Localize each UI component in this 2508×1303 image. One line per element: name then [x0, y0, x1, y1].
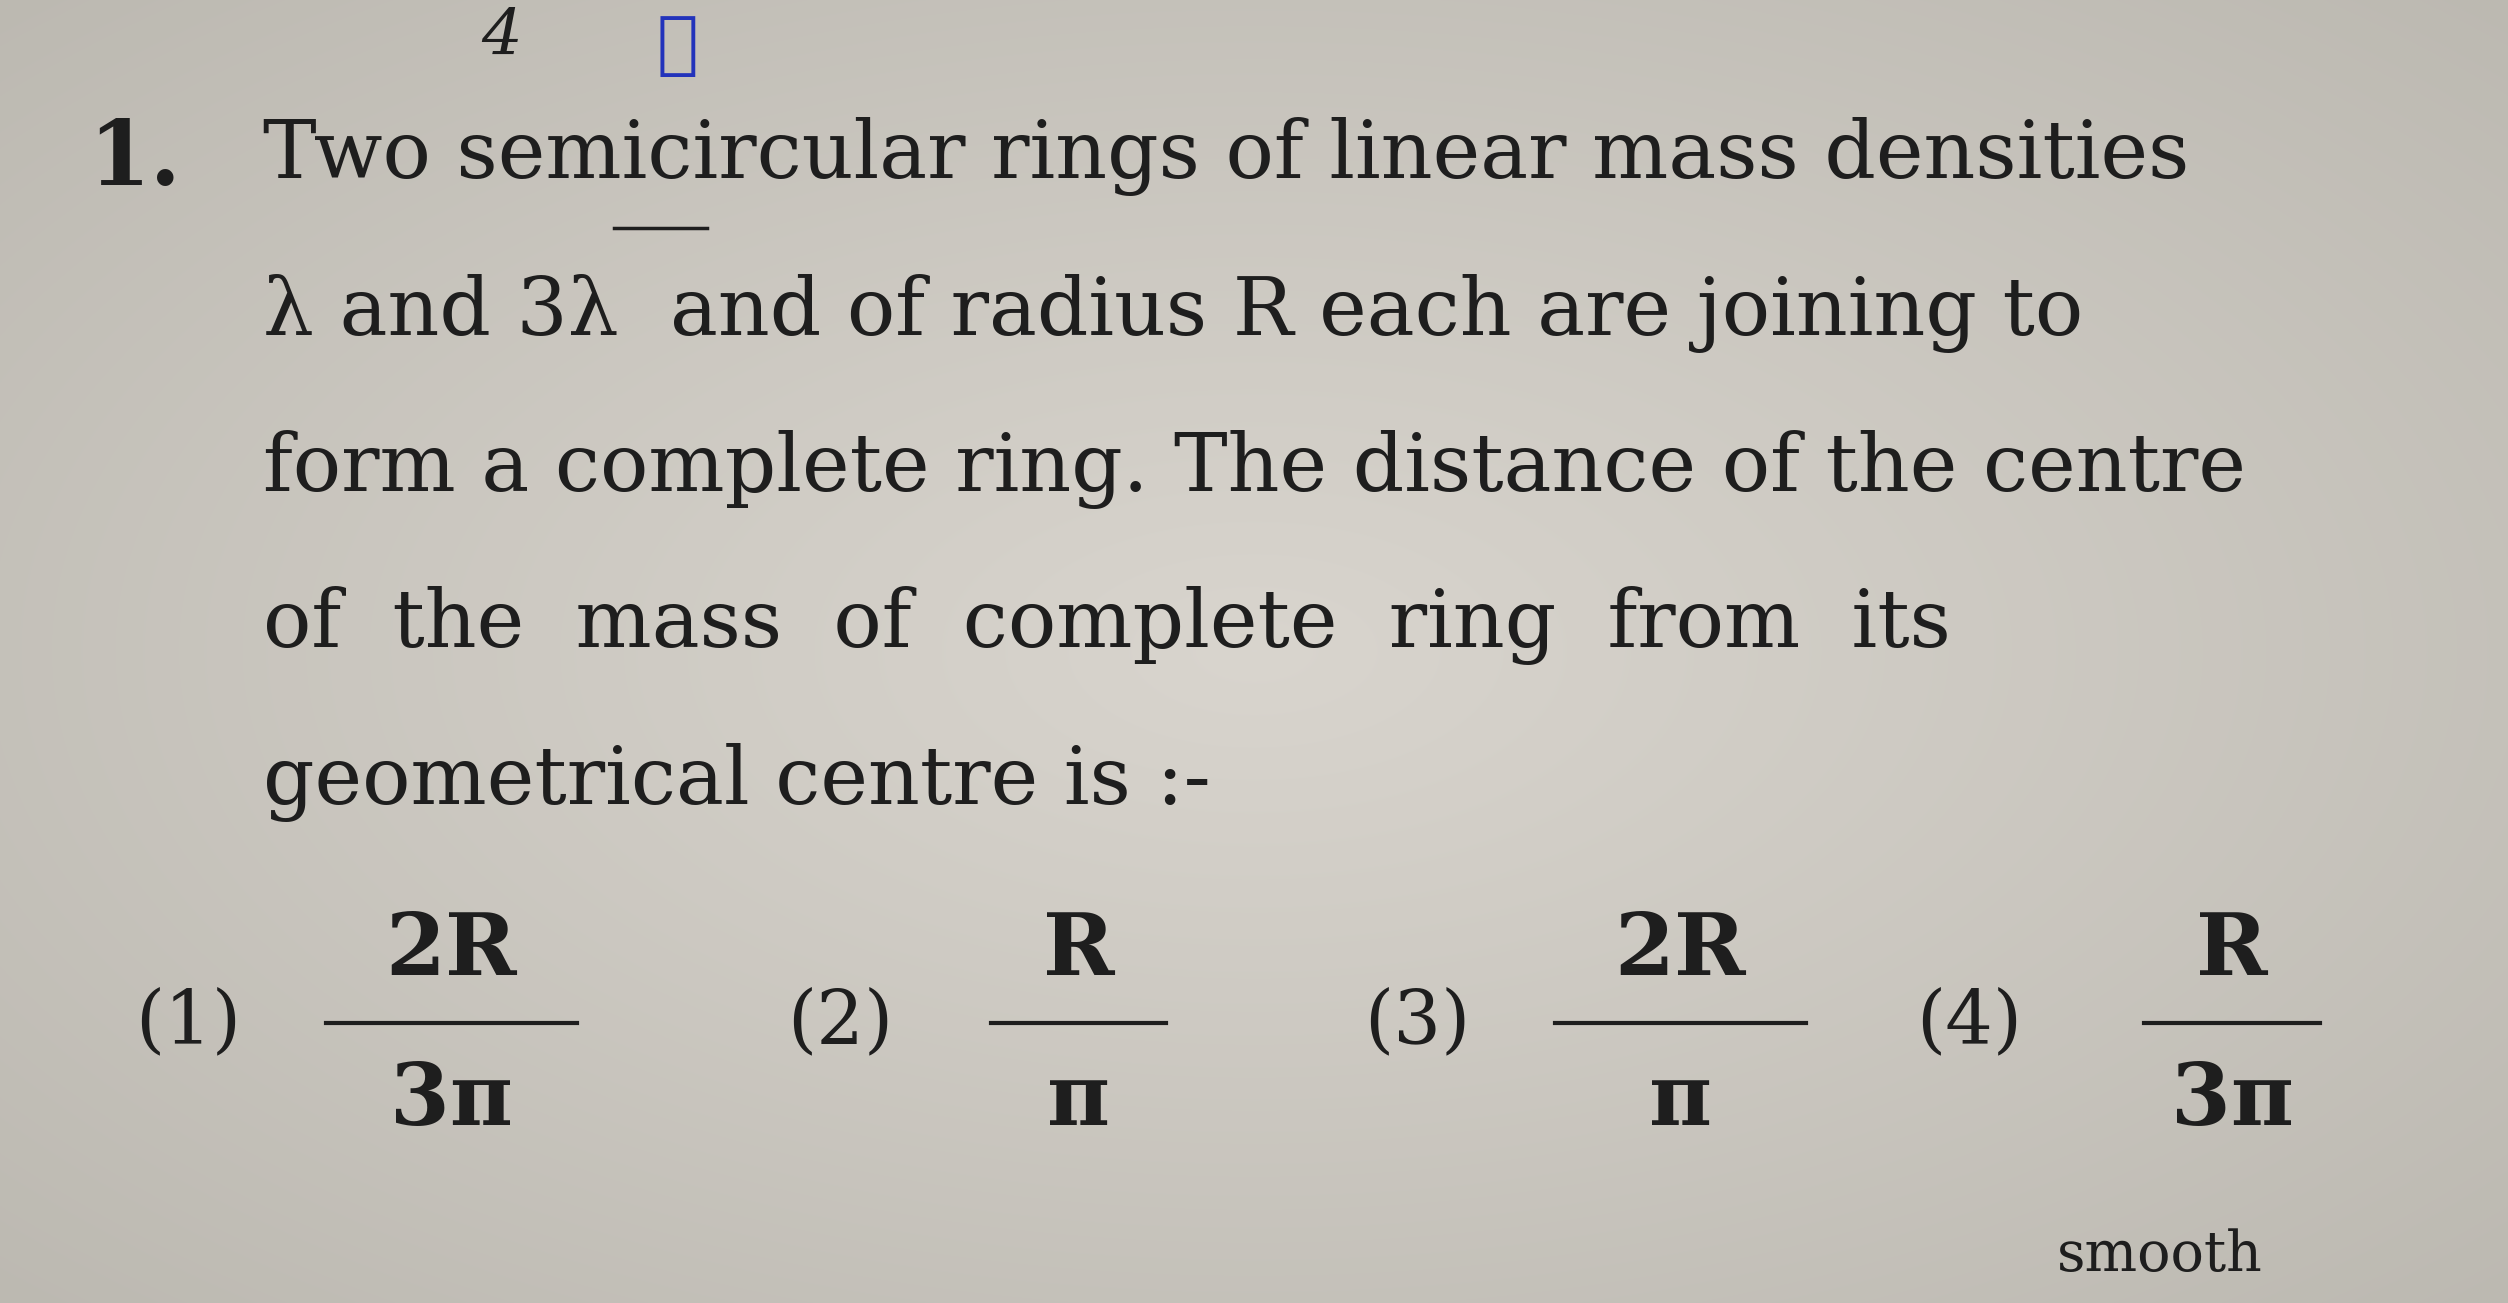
Text: geometrical centre is :-: geometrical centre is :-: [263, 743, 1211, 822]
Text: (3): (3): [1364, 986, 1470, 1059]
Text: π: π: [1648, 1059, 1713, 1143]
Text: π: π: [1046, 1059, 1111, 1143]
Text: (2): (2): [788, 986, 893, 1059]
Text: form a complete ring. The distance of the centre: form a complete ring. The distance of th…: [263, 430, 2247, 509]
Text: Two semicircular rings of linear mass densities: Two semicircular rings of linear mass de…: [263, 117, 2189, 197]
Text: R: R: [2197, 909, 2267, 993]
Text: R: R: [1043, 909, 1114, 993]
Text: of  the  mass  of  complete  ring  from  its: of the mass of complete ring from its: [263, 586, 1951, 666]
Text: 3π: 3π: [2172, 1059, 2292, 1143]
Text: 1.: 1.: [88, 117, 181, 205]
Text: smooth: smooth: [2057, 1229, 2262, 1283]
Text: 2R: 2R: [386, 909, 517, 993]
Text: λ and 3λ  and of radius R each are joining to: λ and 3λ and of radius R each are joinin…: [263, 274, 2084, 353]
Text: 2R: 2R: [1615, 909, 1746, 993]
Text: (4): (4): [1916, 986, 2021, 1059]
Text: ✓: ✓: [657, 13, 697, 79]
Text: 4: 4: [482, 7, 522, 68]
Text: (1): (1): [135, 986, 241, 1059]
Text: 3π: 3π: [391, 1059, 512, 1143]
